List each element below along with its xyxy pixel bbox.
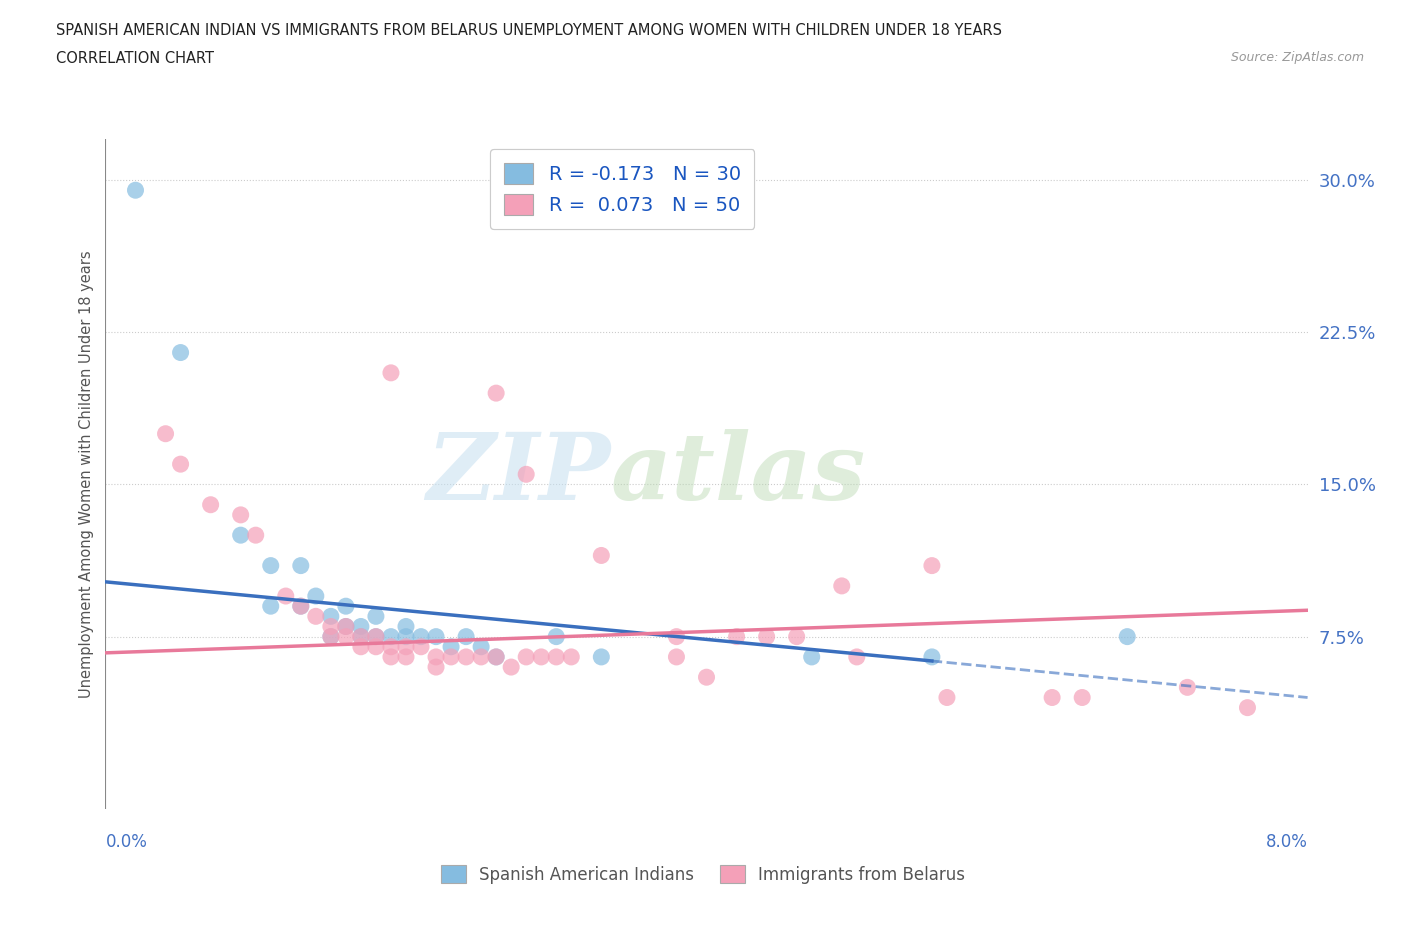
Point bbox=[380, 639, 402, 654]
Point bbox=[305, 609, 328, 624]
Point bbox=[319, 609, 342, 624]
Point bbox=[425, 630, 447, 644]
Text: atlas: atlas bbox=[610, 430, 866, 519]
Point bbox=[335, 630, 357, 644]
Text: 0.0%: 0.0% bbox=[105, 832, 148, 851]
Text: 8.0%: 8.0% bbox=[1265, 832, 1308, 851]
Legend: R = -0.173   N = 30, R =  0.073   N = 50: R = -0.173 N = 30, R = 0.073 N = 50 bbox=[491, 149, 755, 229]
Point bbox=[665, 630, 688, 644]
Point bbox=[546, 649, 568, 664]
Point bbox=[845, 649, 868, 664]
Point bbox=[425, 649, 447, 664]
Point bbox=[350, 639, 373, 654]
Point bbox=[1236, 700, 1258, 715]
Point bbox=[591, 649, 613, 664]
Legend: Spanish American Indians, Immigrants from Belarus: Spanish American Indians, Immigrants fro… bbox=[432, 855, 974, 894]
Point bbox=[1116, 630, 1139, 644]
Point bbox=[380, 365, 402, 380]
Point bbox=[290, 599, 312, 614]
Point bbox=[260, 558, 283, 573]
Point bbox=[725, 630, 748, 644]
Point bbox=[319, 619, 342, 634]
Point bbox=[425, 659, 447, 674]
Point bbox=[591, 548, 613, 563]
Point bbox=[305, 589, 328, 604]
Point bbox=[200, 498, 222, 512]
Point bbox=[454, 630, 477, 644]
Point bbox=[440, 649, 463, 664]
Point bbox=[169, 457, 191, 472]
Point bbox=[395, 639, 418, 654]
Text: Source: ZipAtlas.com: Source: ZipAtlas.com bbox=[1230, 51, 1364, 64]
Point bbox=[380, 649, 402, 664]
Point bbox=[786, 630, 808, 644]
Point bbox=[395, 649, 418, 664]
Point bbox=[350, 630, 373, 644]
Point bbox=[696, 670, 718, 684]
Point bbox=[409, 639, 432, 654]
Point bbox=[921, 558, 943, 573]
Point bbox=[665, 649, 688, 664]
Point bbox=[364, 630, 387, 644]
Point bbox=[124, 183, 146, 198]
Point bbox=[560, 649, 582, 664]
Point bbox=[260, 599, 283, 614]
Text: CORRELATION CHART: CORRELATION CHART bbox=[56, 51, 214, 66]
Point bbox=[1175, 680, 1198, 695]
Point bbox=[290, 599, 312, 614]
Point bbox=[485, 386, 508, 401]
Point bbox=[515, 649, 537, 664]
Point bbox=[546, 630, 568, 644]
Point bbox=[470, 639, 492, 654]
Point bbox=[274, 589, 297, 604]
Point bbox=[515, 467, 537, 482]
Point bbox=[1071, 690, 1094, 705]
Point bbox=[454, 649, 477, 664]
Point bbox=[169, 345, 191, 360]
Point bbox=[755, 630, 778, 644]
Point bbox=[319, 630, 342, 644]
Point bbox=[290, 558, 312, 573]
Point bbox=[395, 630, 418, 644]
Point bbox=[1040, 690, 1063, 705]
Point bbox=[936, 690, 959, 705]
Point bbox=[350, 619, 373, 634]
Point bbox=[409, 630, 432, 644]
Text: SPANISH AMERICAN INDIAN VS IMMIGRANTS FROM BELARUS UNEMPLOYMENT AMONG WOMEN WITH: SPANISH AMERICAN INDIAN VS IMMIGRANTS FR… bbox=[56, 23, 1002, 38]
Point bbox=[501, 659, 523, 674]
Point bbox=[335, 619, 357, 634]
Point bbox=[335, 599, 357, 614]
Point bbox=[155, 426, 177, 441]
Text: ZIP: ZIP bbox=[426, 430, 610, 519]
Point bbox=[350, 630, 373, 644]
Point bbox=[530, 649, 553, 664]
Point bbox=[335, 619, 357, 634]
Point bbox=[229, 527, 252, 542]
Point bbox=[364, 639, 387, 654]
Y-axis label: Unemployment Among Women with Children Under 18 years: Unemployment Among Women with Children U… bbox=[79, 250, 94, 698]
Point bbox=[921, 649, 943, 664]
Point bbox=[440, 639, 463, 654]
Point bbox=[470, 649, 492, 664]
Point bbox=[319, 630, 342, 644]
Point bbox=[364, 609, 387, 624]
Point bbox=[800, 649, 823, 664]
Point bbox=[229, 508, 252, 523]
Point bbox=[831, 578, 853, 593]
Point bbox=[395, 619, 418, 634]
Point bbox=[364, 630, 387, 644]
Point bbox=[485, 649, 508, 664]
Point bbox=[245, 527, 267, 542]
Point bbox=[380, 630, 402, 644]
Point bbox=[485, 649, 508, 664]
